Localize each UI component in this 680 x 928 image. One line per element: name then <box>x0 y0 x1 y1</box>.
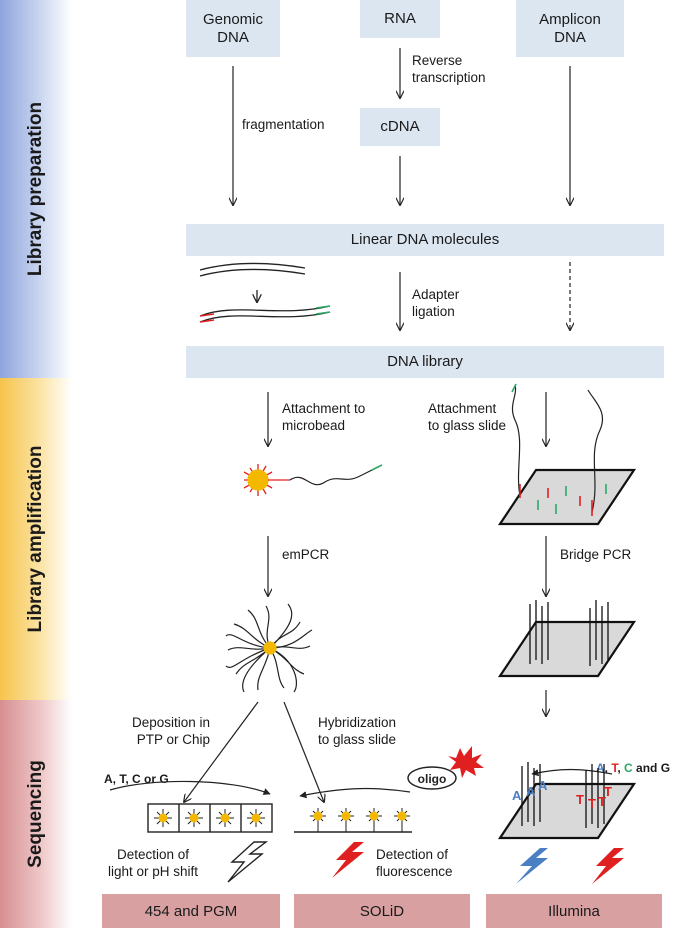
svg-text:T: T <box>588 796 596 811</box>
illumina-seq-slide <box>497 762 637 840</box>
sep1: , <box>604 761 612 775</box>
illumina-bases-label: A, T, C and G <box>596 760 670 777</box>
library-amplification-band: Library amplification <box>0 378 72 700</box>
rna-box: RNA <box>360 0 440 38</box>
ptp-beads <box>154 809 265 827</box>
solid-slide <box>294 746 484 878</box>
empcr-label: emPCR <box>282 547 330 562</box>
platform-solid: SOLiD <box>294 894 470 928</box>
bead-dna-strand <box>289 465 381 486</box>
svg-text:A: A <box>526 784 536 799</box>
cdna-box: cDNA <box>360 108 440 146</box>
bridge-pcr-label: Bridge PCR <box>560 547 632 562</box>
fragmentation-label: fragmentation <box>242 117 325 132</box>
microbead <box>243 464 290 496</box>
svg-text:T: T <box>598 794 606 809</box>
slide-base-letters: A A A T T T T <box>512 778 612 811</box>
amplified-bead <box>225 603 313 693</box>
red-bolt-icon <box>332 842 364 878</box>
light-bolt-icon <box>227 841 269 883</box>
dna-fragments <box>199 262 331 323</box>
glass-slide-clusters <box>497 600 637 678</box>
blue-bolt-icon <box>516 848 548 884</box>
hybridization-label: Hybridization to glass slide <box>318 715 397 747</box>
adapter-ligation-label: Adapter ligation <box>412 287 460 319</box>
library-preparation-band: Library preparation <box>0 0 72 378</box>
detection-light-label: Detection of light or pH shift <box>108 847 199 879</box>
svg-text:T: T <box>604 784 612 799</box>
platform-illumina: Illumina <box>486 894 662 928</box>
reverse-transcription-label: Reverse transcription <box>412 53 486 85</box>
platform-454-pgm: 454 and PGM <box>102 894 280 928</box>
deposition-label: Deposition in PTP or Chip <box>132 715 211 747</box>
linear-dna-box: Linear DNA molecules <box>186 224 664 256</box>
sequencing-band: Sequencing <box>0 700 72 928</box>
bead-dna-green-end <box>371 464 383 471</box>
attachment-glass-label: Attachment to glass slide <box>428 401 507 433</box>
genomic-dna-box: Genomic DNA <box>186 0 280 57</box>
red-base: T <box>576 792 584 807</box>
red-bolt-illumina-icon <box>592 848 624 884</box>
base-a: A <box>596 761 605 775</box>
ptp-wells <box>109 780 273 833</box>
burst-icon <box>448 746 484 778</box>
and-g: and G <box>632 761 671 775</box>
sep2: , <box>617 761 625 775</box>
attachment-microbead-label: Attachment to microbead <box>282 401 366 433</box>
oligo-label: oligo <box>418 772 447 786</box>
blue-base: A <box>512 788 522 803</box>
base-c: C <box>624 761 633 775</box>
svg-text:A: A <box>538 778 548 793</box>
glass-slide-attached <box>497 383 637 526</box>
amplicon-dna-box: Amplicon DNA <box>516 0 624 57</box>
oligo-ellipse <box>407 766 457 790</box>
detection-fluorescence-label: Detection of fluorescence <box>376 847 453 879</box>
arrow-hybridization <box>283 701 324 802</box>
base-t: T <box>611 761 618 775</box>
arrow-deposition <box>184 701 259 802</box>
dna-library-box: DNA library <box>186 346 664 378</box>
